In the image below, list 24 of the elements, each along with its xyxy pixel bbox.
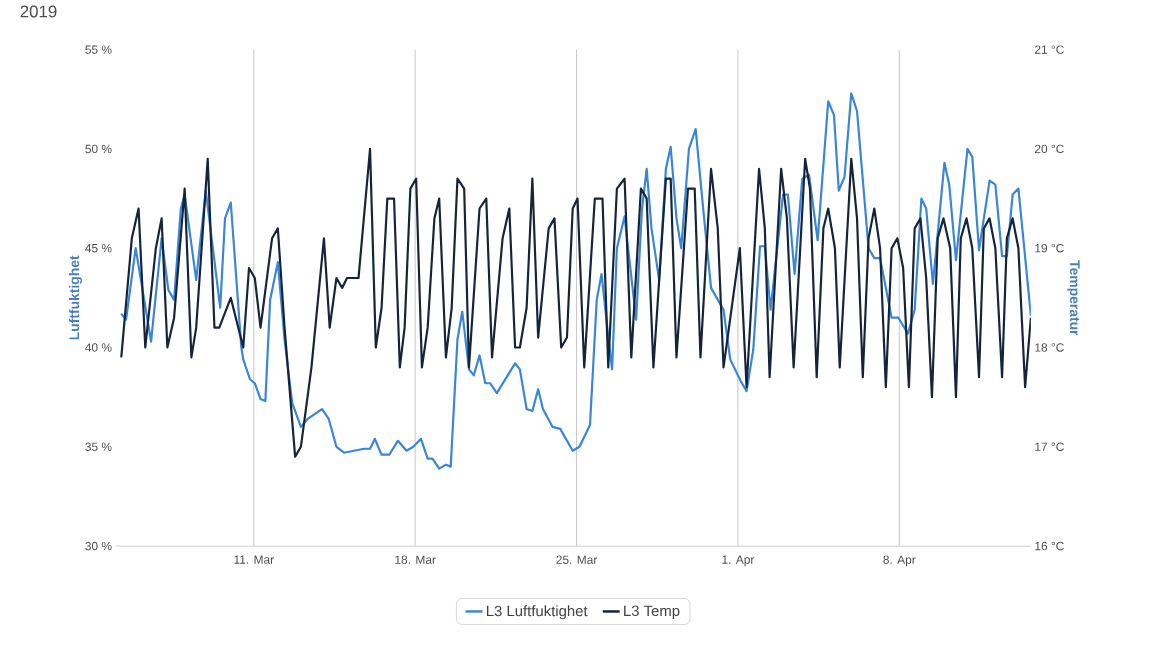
x-tick-label: 11. Mar xyxy=(234,555,274,564)
x-tick-label: 18. Mar xyxy=(395,555,436,564)
y2-tick-label: 21 °C xyxy=(1034,45,1064,54)
line-series xyxy=(120,147,1031,458)
legend-label: L3 Temp xyxy=(624,605,680,619)
chart-title: 2019 xyxy=(20,5,57,18)
y-tick-label: 55 % xyxy=(85,45,112,54)
y-tick-label: 50 % xyxy=(85,144,112,153)
x-tick-label: 25. Mar xyxy=(556,555,598,564)
y-tick-label: 30 % xyxy=(85,541,112,551)
y2-tick-label: 17 °C xyxy=(1035,442,1064,451)
y2-tick-label: 18 °C xyxy=(1035,343,1064,352)
y-tick-label: 35 % xyxy=(85,442,112,451)
line-series xyxy=(120,92,1031,470)
y-tick-label: 40 % xyxy=(85,343,112,352)
y-tick-label: 45 % xyxy=(85,243,112,253)
x-tick-label: 1. Apr xyxy=(722,555,755,567)
legend-label: L3 Luftfuktighet xyxy=(486,605,588,620)
y-axis-title: Luftfuktighet xyxy=(68,255,82,340)
x-tick-label: 8. Apr xyxy=(883,555,916,567)
y2-axis-title: Temperatur xyxy=(1067,260,1080,336)
y2-tick-label: 19 °C xyxy=(1035,243,1064,253)
y2-tick-label: 16 °C xyxy=(1035,541,1064,551)
y2-tick-label: 20 °C xyxy=(1034,144,1064,153)
